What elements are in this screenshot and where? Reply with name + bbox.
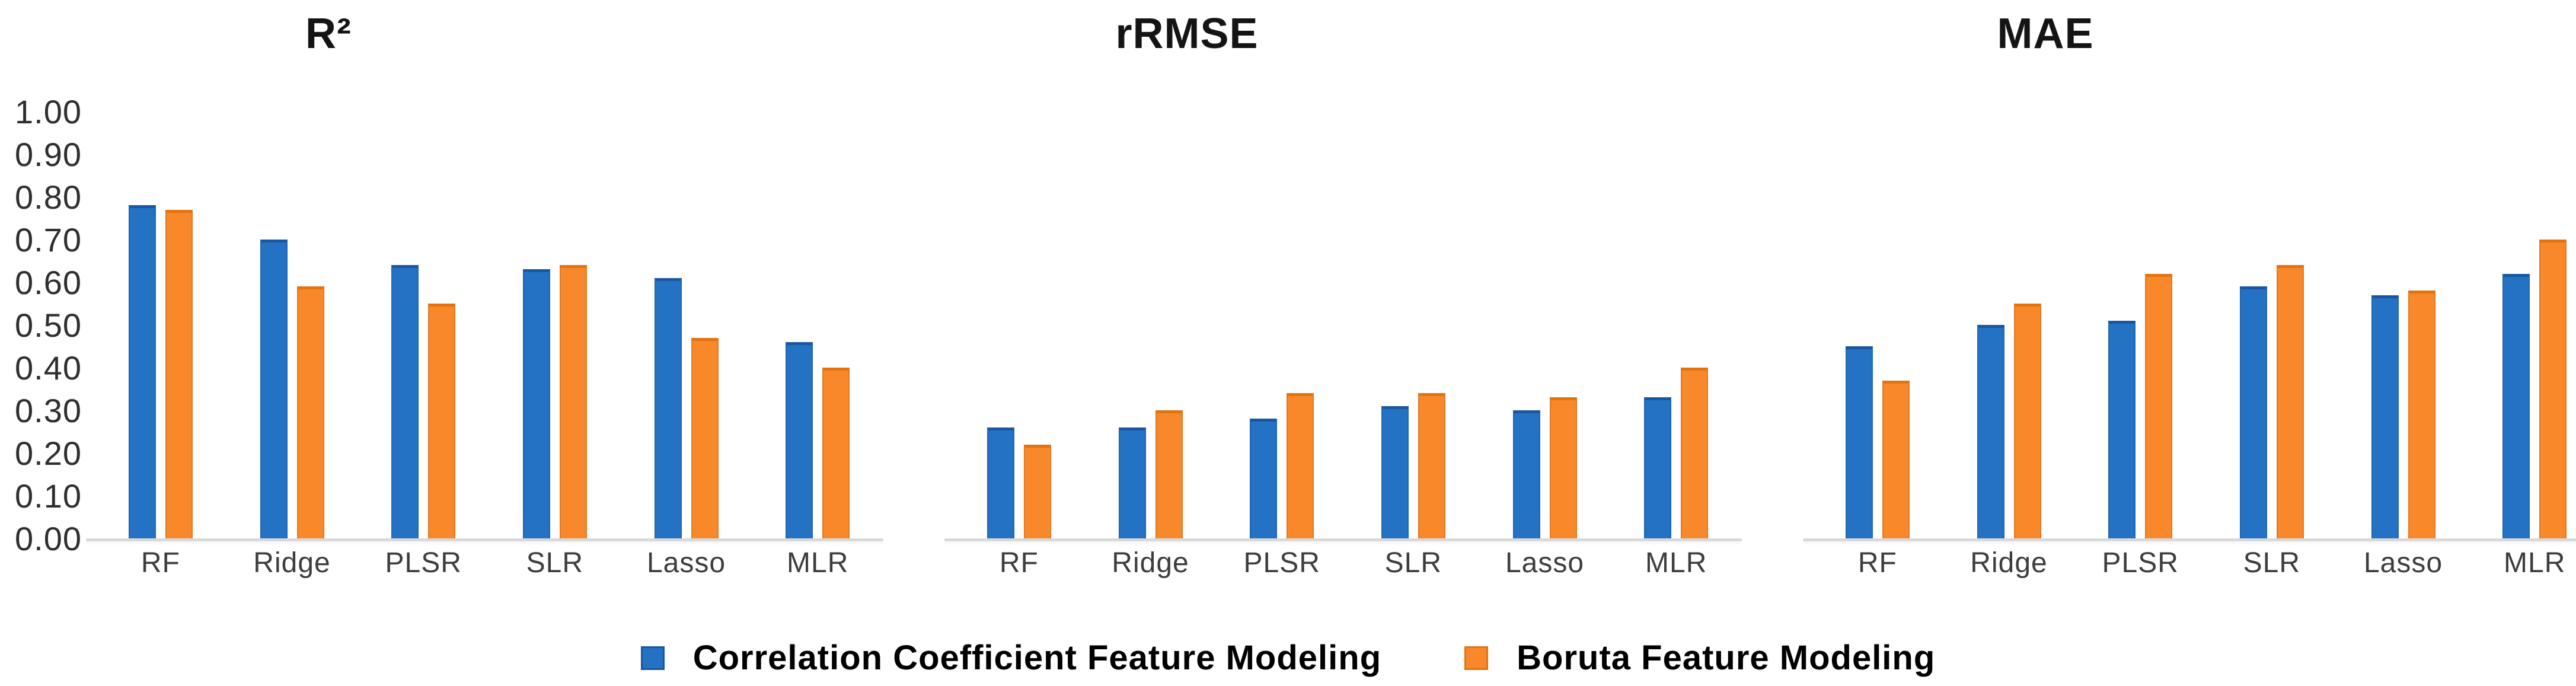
bar-rf-series-1 (1023, 444, 1051, 538)
bar-plsr-series-0 (1250, 419, 1278, 538)
bar-lasso-series-1 (2408, 291, 2435, 538)
x-axis-label-slr: SLR (1384, 547, 1442, 579)
x-axis-label-lasso: Lasso (2363, 547, 2443, 579)
legend-marker-square (1464, 646, 1489, 670)
bar-group-ridge (226, 111, 358, 538)
bar-ridge-series-0 (1118, 427, 1146, 538)
x-axis-label-rf: RF (999, 547, 1039, 579)
bar-lasso-series-0 (1512, 410, 1540, 538)
chart-title: R² (305, 10, 352, 58)
bar-ridge-series-1 (2013, 304, 2041, 538)
bar-slr-series-0 (522, 269, 550, 538)
bar-group-lasso (621, 111, 752, 538)
bar-lasso-series-0 (654, 277, 682, 538)
bar-lasso-series-0 (2371, 295, 2399, 538)
x-axis-line (1803, 538, 2576, 541)
legend-label: Boruta Feature Modeling (1517, 639, 1936, 677)
chart-title: MAE (1997, 10, 2094, 58)
bar-group-rf (1812, 111, 1943, 538)
x-axis-label-lasso: Lasso (646, 547, 726, 579)
chart-panel-mae: MAE RF Ridge PLSR SLR Lasso MLR (1717, 0, 2576, 686)
chart-panel-r-: R² 1.00 0.90 0.80 0.70 0.60 0.50 0.40 0.30 0.20 0.… (0, 0, 883, 686)
x-axis-label-plsr: PLSR (385, 547, 462, 579)
bar-group-rf (95, 111, 226, 538)
bar-rf-series-1 (165, 209, 193, 538)
x-axis-label-mlr: MLR (2504, 547, 2566, 579)
bar-group-lasso (2338, 111, 2469, 538)
bar-group-mlr (752, 111, 883, 538)
x-axis-labels: RF Ridge PLSR SLR Lasso MLR (95, 547, 883, 579)
plot-area (1803, 111, 2576, 541)
bar-rf-series-0 (987, 427, 1014, 538)
bar-group-plsr (357, 111, 489, 538)
x-axis-label-slr: SLR (526, 547, 584, 579)
x-axis-label-lasso: Lasso (1505, 547, 1585, 579)
x-axis-label-plsr: PLSR (2102, 547, 2179, 579)
bar-mlr-series-1 (2539, 240, 2567, 538)
bar-rf-series-0 (1845, 346, 1873, 538)
bar-ridge-series-0 (260, 240, 288, 538)
bar-slr-series-0 (2239, 286, 2267, 538)
bar-plsr-series-1 (1287, 393, 1314, 538)
bar-lasso-series-1 (691, 337, 719, 538)
bar-mlr-series-1 (1681, 368, 1709, 538)
bar-group-ridge (1943, 111, 2075, 538)
bar-plsr-series-1 (428, 304, 456, 538)
bar-ridge-series-1 (1155, 410, 1183, 538)
chart-title: rRMSE (1115, 10, 1259, 58)
x-axis-label-mlr: MLR (787, 547, 849, 579)
bar-plsr-series-1 (2145, 273, 2173, 538)
bar-group-slr (489, 111, 621, 538)
bar-slr-series-1 (559, 265, 587, 538)
bar-group-plsr (1216, 111, 1348, 538)
x-axis-label-rf: RF (1857, 547, 1897, 579)
legend-item-boruta-feature-modeling: Boruta Feature Modeling (1464, 638, 1935, 678)
x-axis-label-ridge: Ridge (1970, 547, 2048, 579)
bar-mlr-series-0 (1644, 397, 1672, 538)
bar-group-mlr (2469, 111, 2576, 538)
bar-ridge-series-0 (1977, 325, 2004, 538)
bar-mlr-series-0 (2502, 273, 2530, 538)
bar-mlr-series-1 (822, 368, 850, 538)
bar-ridge-series-1 (296, 286, 324, 538)
x-axis-label-slr: SLR (2243, 547, 2301, 579)
x-axis-label-rf: RF (141, 547, 180, 579)
x-axis-labels: RF Ridge PLSR SLR Lasso MLR (1812, 547, 2576, 579)
x-axis-labels: RF Ridge PLSR SLR Lasso MLR (953, 547, 1742, 579)
chart-legend: Correlation Coefficient Feature Modeling… (0, 636, 2576, 680)
legend-item-correlation-coefficient-feature-modeling: Correlation Coefficient Feature Modeling (640, 638, 1382, 678)
x-axis-line (944, 538, 1742, 541)
bar-group-ridge (1085, 111, 1217, 538)
x-axis-label-mlr: MLR (1645, 547, 1707, 579)
bar-rf-series-0 (128, 205, 156, 538)
chart-panel-rrmse: rRMSE RF Ridge PLSR SLR Lasso MLR (858, 0, 1742, 686)
bar-slr-series-1 (1418, 393, 1445, 538)
legend-marker-square (640, 646, 665, 670)
bar-group-slr (2206, 111, 2338, 538)
bar-rf-series-1 (1882, 380, 1910, 538)
bar-group-mlr (1610, 111, 1742, 538)
bar-lasso-series-1 (1549, 397, 1577, 538)
bar-group-rf (953, 111, 1085, 538)
plot-area (86, 111, 883, 541)
bar-group-slr (1348, 111, 1479, 538)
x-axis-line (86, 538, 883, 541)
bar-slr-series-1 (2276, 265, 2304, 538)
bar-slr-series-0 (1381, 406, 1409, 538)
legend-label: Correlation Coefficient Feature Modeling (692, 639, 1382, 677)
bar-plsr-series-0 (2108, 320, 2136, 538)
x-axis-label-ridge: Ridge (253, 547, 331, 579)
x-axis-label-plsr: PLSR (1243, 547, 1320, 579)
bar-plsr-series-0 (391, 265, 419, 538)
bar-mlr-series-0 (786, 342, 813, 538)
x-axis-label-ridge: Ridge (1112, 547, 1189, 579)
bar-group-plsr (2074, 111, 2206, 538)
plot-area (944, 111, 1742, 541)
bar-group-lasso (1479, 111, 1611, 538)
